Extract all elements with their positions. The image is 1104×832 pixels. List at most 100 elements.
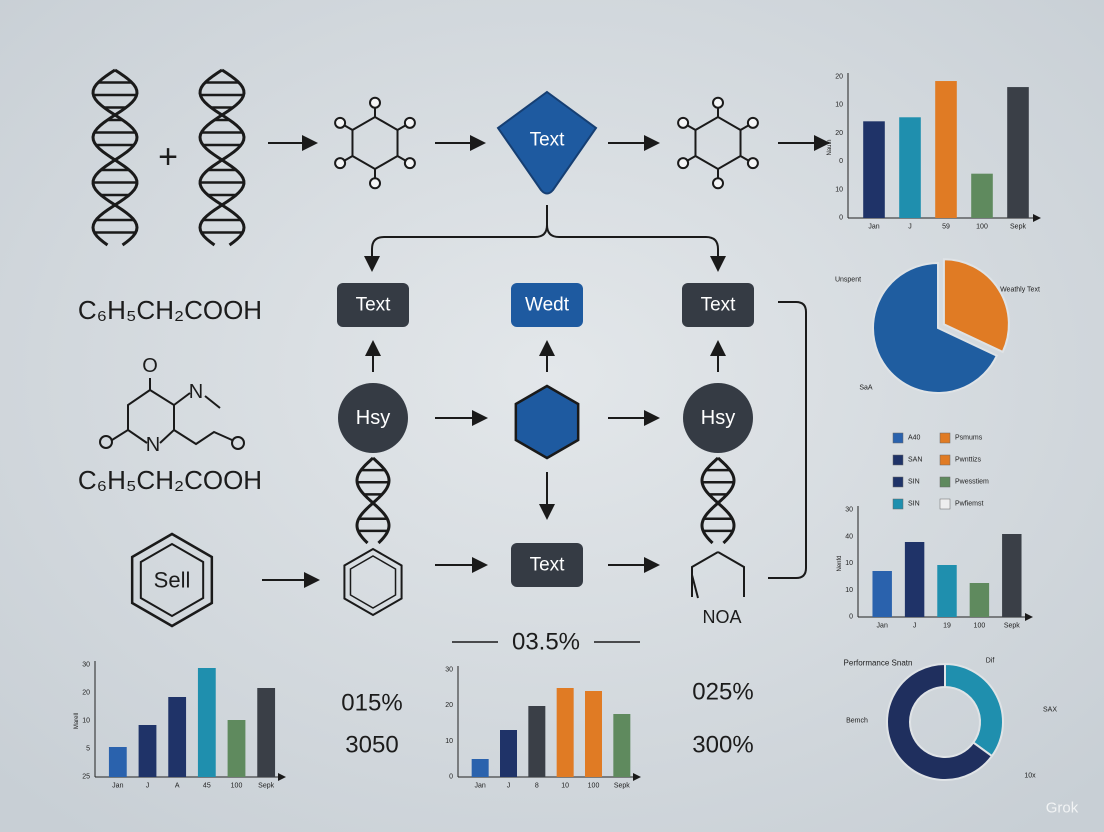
bar — [872, 571, 892, 617]
x-tick-label: 59 — [942, 224, 950, 231]
atom — [712, 177, 724, 190]
atom — [334, 157, 347, 170]
x-tick-label: 100 — [974, 623, 986, 630]
label: + — [158, 138, 178, 176]
bar — [556, 688, 574, 777]
bar — [1002, 534, 1022, 617]
hexagon — [349, 555, 397, 609]
label: C₆H₅CH₂COOH — [78, 295, 262, 325]
x-tick-label: Sepk — [1010, 224, 1026, 231]
label: Hsy — [701, 407, 735, 429]
y-axis-label: Nenfd — [837, 555, 843, 571]
y-tick-label: 10 — [445, 738, 453, 745]
x-tick-label: J — [507, 783, 511, 790]
label: Hsy — [356, 407, 390, 429]
connector — [371, 205, 719, 262]
hexagon — [139, 542, 205, 618]
bar — [257, 688, 276, 777]
bar — [863, 121, 885, 218]
legend-label: SIN — [908, 501, 920, 508]
y-tick-label: 10 — [835, 186, 843, 193]
bond — [204, 395, 221, 409]
legend-swatch — [939, 476, 951, 488]
bar — [471, 759, 489, 777]
circle-node — [683, 383, 753, 453]
label: 3050 — [345, 732, 398, 759]
legend-swatch — [939, 432, 951, 444]
atom — [746, 157, 759, 170]
bar — [899, 117, 921, 218]
y-tick-label: 30 — [445, 667, 453, 674]
atom — [746, 116, 759, 129]
bar — [971, 173, 993, 218]
y-tick-label: 0 — [849, 614, 853, 621]
y-tick-label: 30 — [82, 662, 90, 669]
y-axis-label: Marell — [74, 713, 80, 729]
y-tick-label: 0 — [449, 774, 453, 781]
bar — [528, 706, 546, 777]
y-tick-label: 10 — [82, 718, 90, 725]
donut-slice — [886, 662, 994, 781]
y-tick-label: 20 — [835, 130, 843, 137]
helix-strand — [91, 68, 139, 247]
atom — [99, 435, 113, 449]
slice-label: Bemch — [846, 718, 868, 725]
label: 300% — [692, 732, 753, 759]
x-tick-label: 45 — [203, 783, 211, 790]
y-tick-label: 10 — [835, 102, 843, 109]
helix-strand — [91, 68, 139, 247]
y-tick-label: 10 — [845, 587, 853, 594]
y-tick-label: 10 — [845, 560, 853, 567]
x-tick-label: 100 — [588, 783, 600, 790]
x-tick-label: Jan — [868, 224, 879, 231]
legend-swatch — [939, 498, 951, 510]
atom — [403, 157, 416, 170]
x-tick-label: A — [175, 783, 180, 790]
label: 025% — [692, 679, 753, 706]
atom — [677, 157, 690, 170]
label: C₆H₅CH₂COOH — [78, 465, 262, 495]
legend-label: SIN — [908, 479, 920, 486]
label: Wedt — [525, 295, 570, 316]
y-tick-label: 0 — [839, 215, 843, 222]
x-tick-label: 19 — [943, 623, 951, 630]
helix-strand — [198, 68, 246, 247]
label: O — [142, 355, 158, 377]
node-box — [337, 283, 409, 327]
pie-slice — [942, 258, 1010, 354]
legend-label: Pwfiemst — [955, 501, 983, 508]
node-box — [511, 543, 583, 587]
bar — [585, 691, 602, 777]
legend-swatch — [892, 476, 904, 488]
atom — [334, 116, 347, 129]
label: Text — [530, 130, 566, 151]
bar — [1007, 87, 1029, 218]
y-tick-label: 20 — [82, 690, 90, 697]
slice-label: SaA — [859, 385, 873, 392]
slice-label: Unspent — [835, 277, 861, 284]
slice-label: 10x — [1024, 773, 1036, 780]
y-tick-label: 25 — [82, 774, 90, 781]
y-axis-label: Nauth — [827, 139, 833, 155]
node-box — [511, 283, 583, 327]
bar — [197, 668, 216, 777]
label: 03.5% — [512, 629, 580, 656]
label: Text — [356, 295, 392, 316]
label: Text — [701, 295, 737, 316]
circle-node — [338, 383, 408, 453]
legend-label: Pwesstiem — [955, 479, 989, 486]
x-tick-label: J — [913, 623, 917, 630]
atom — [677, 116, 690, 129]
label: NOA — [702, 607, 741, 627]
x-tick-label: 10 — [561, 783, 569, 790]
molecule — [111, 378, 233, 446]
donut-slice — [944, 662, 1004, 758]
x-tick-label: 100 — [976, 224, 988, 231]
bar — [937, 565, 957, 617]
atom — [369, 96, 381, 109]
bar — [108, 747, 127, 777]
helix-strand — [355, 456, 391, 545]
legend-swatch — [892, 432, 904, 444]
bar — [613, 714, 631, 777]
x-tick-label: Sepk — [1004, 623, 1020, 630]
